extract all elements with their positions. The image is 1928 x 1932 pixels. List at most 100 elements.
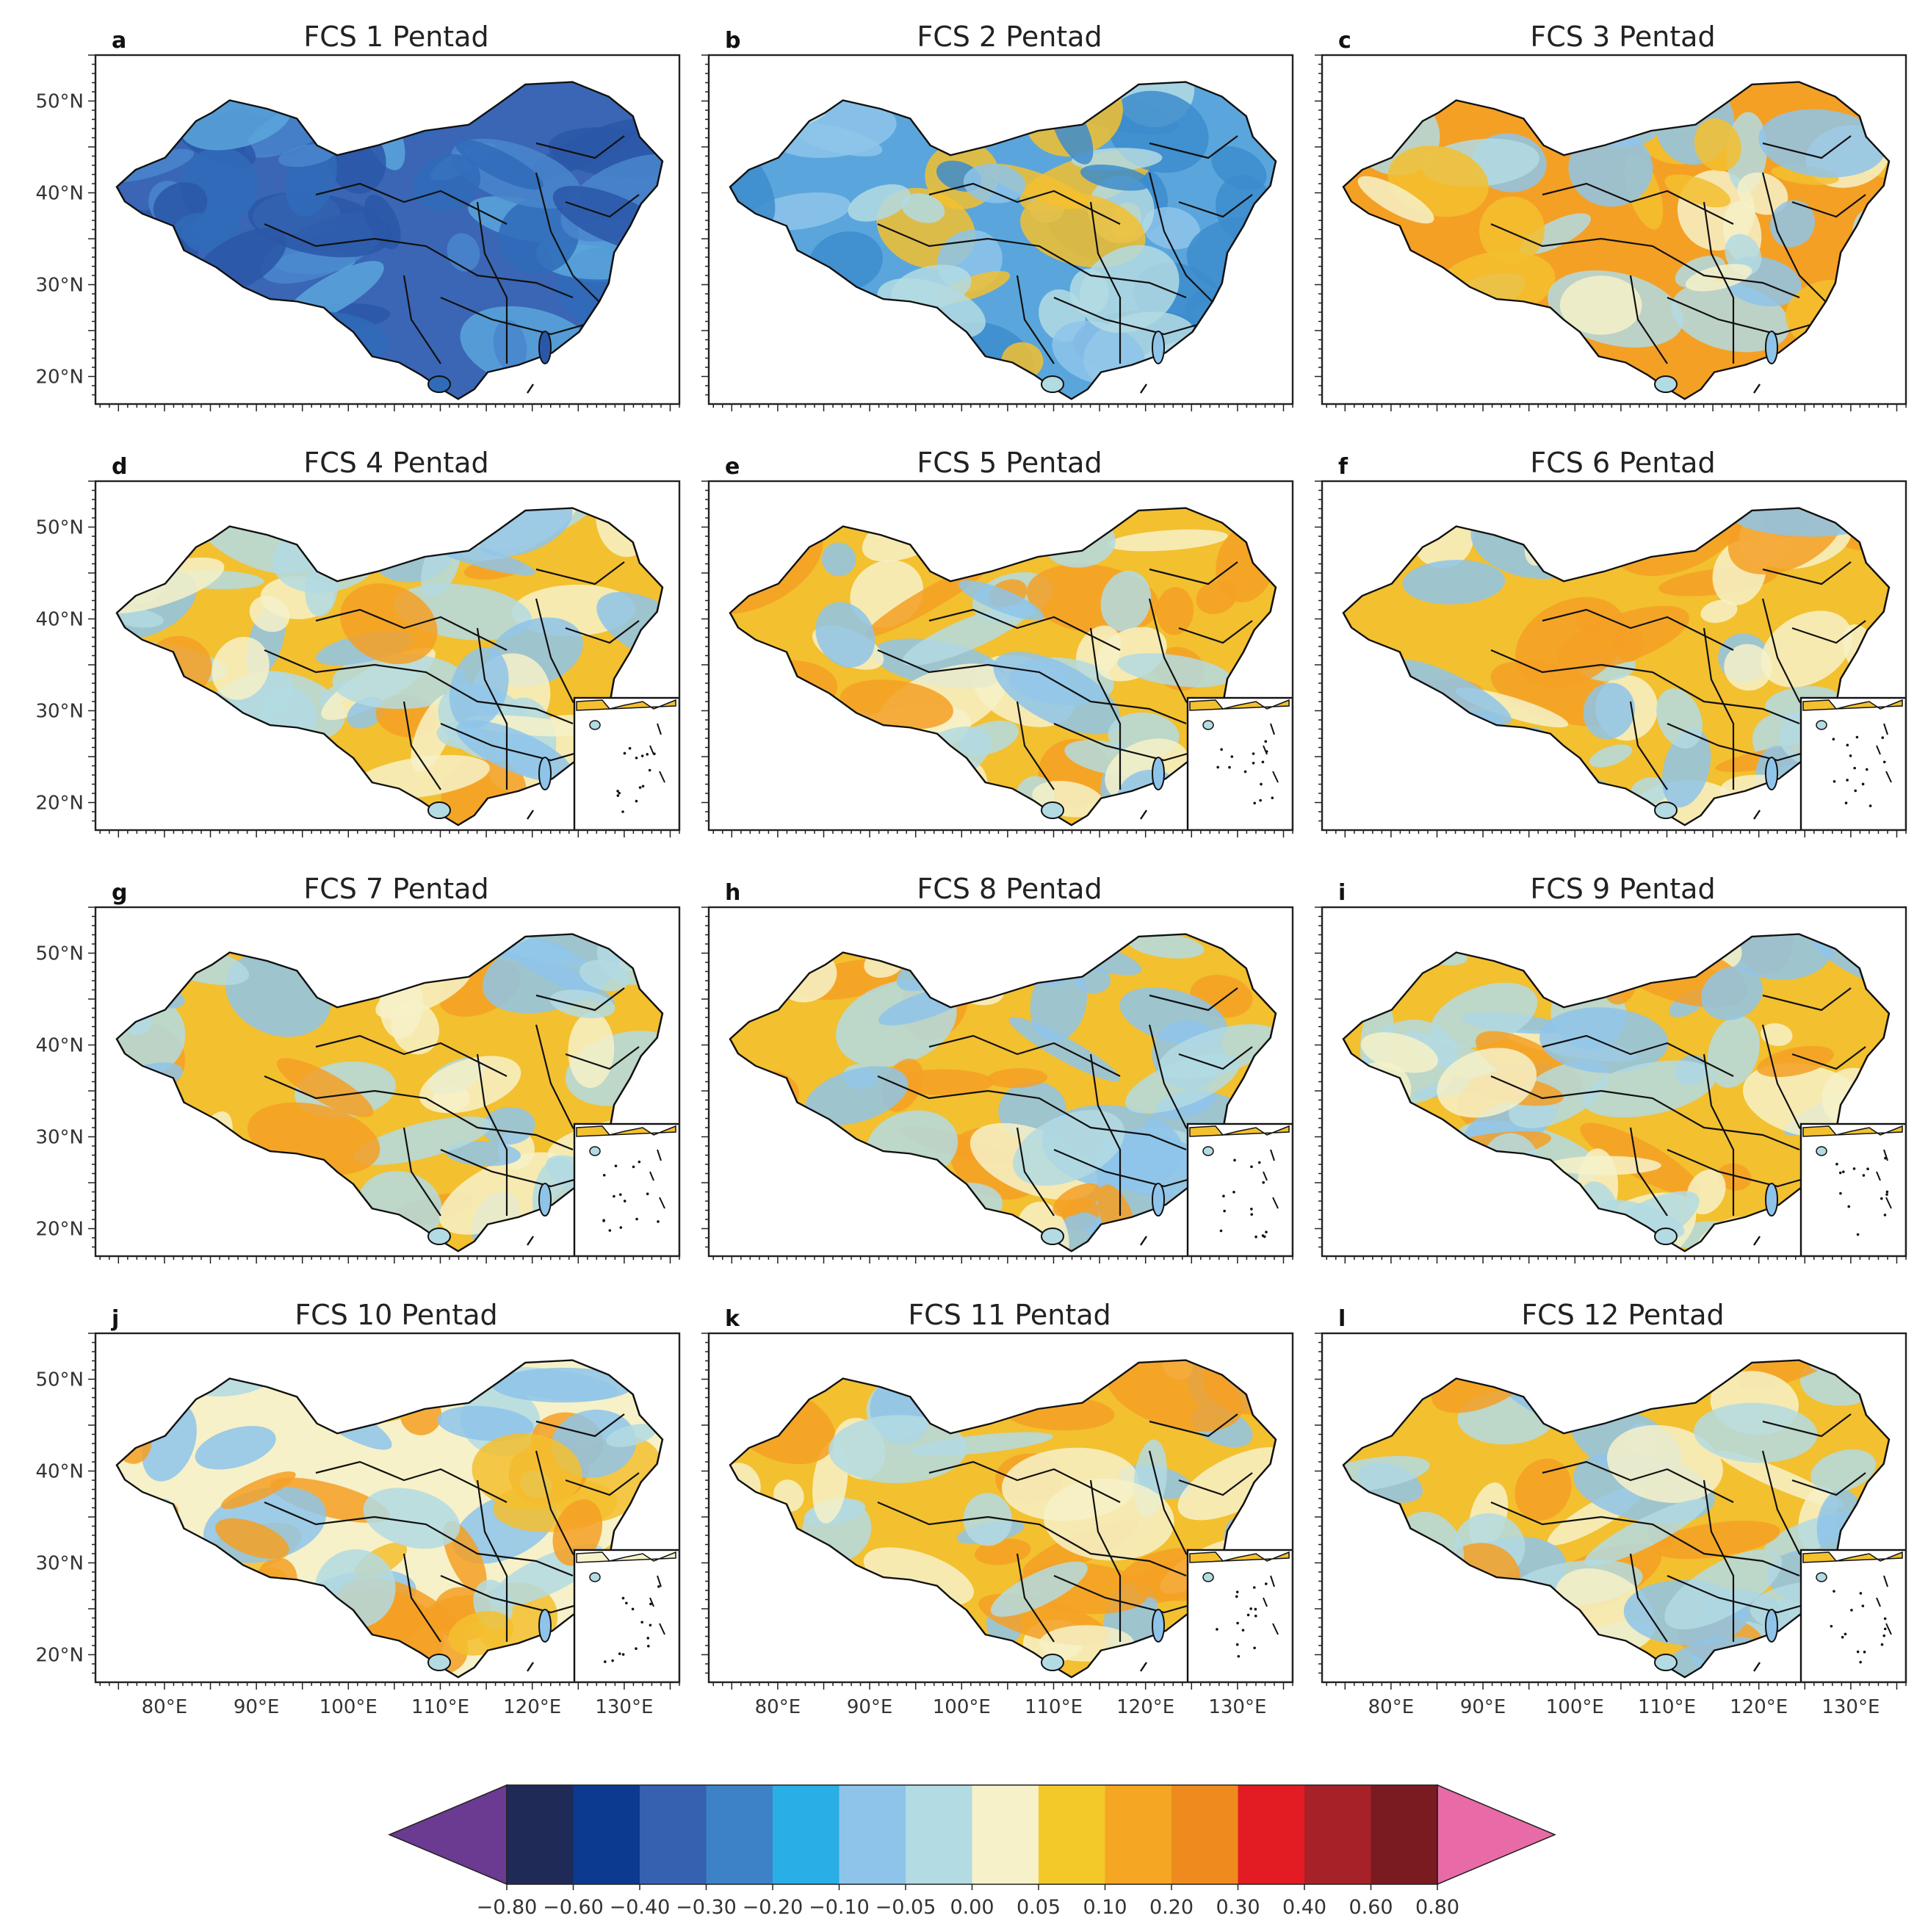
colorbar-tick-label: −0.60	[543, 1896, 604, 1919]
lon-tick-label: 130°E	[595, 1696, 653, 1718]
colorbar-segment	[1171, 1785, 1238, 1884]
colorbar-segment	[839, 1785, 906, 1884]
lon-tick-label: 120°E	[1116, 1696, 1174, 1718]
colorbar-tick-label: 0.05	[1017, 1896, 1061, 1919]
taiwan-island	[538, 1609, 552, 1643]
colorbar-tick-label: −0.20	[743, 1896, 804, 1919]
hainan-island	[427, 375, 451, 393]
hainan-island	[427, 1654, 451, 1671]
colorbar-segment	[1304, 1785, 1371, 1884]
tick-marks	[88, 1333, 680, 1690]
tick-marks	[1315, 480, 1907, 837]
tick-marks	[701, 54, 1293, 411]
lat-tick-label: 30°N	[35, 701, 84, 723]
colorbar-segment	[773, 1785, 840, 1884]
tick-marks	[1315, 1333, 1907, 1690]
province-boundaries	[877, 135, 1253, 364]
panel-title: FCS 2 Pentad	[917, 21, 1102, 53]
lat-tick-label: 30°N	[35, 1553, 84, 1575]
panel-letter: h	[725, 880, 740, 906]
province-boundaries	[264, 561, 640, 790]
hainan-island	[427, 801, 451, 819]
colorbar-tick-label: 0.30	[1216, 1896, 1260, 1919]
lon-tick-label: 100°E	[933, 1696, 991, 1718]
south-china-sea-inset	[1799, 1122, 1906, 1256]
lat-tick-label: 20°N	[35, 367, 84, 389]
south-china-sea-inset	[1799, 696, 1906, 830]
lon-tick-label: 120°E	[1730, 1696, 1788, 1718]
taiwan-island	[1765, 1609, 1778, 1643]
panel-title: FCS 8 Pentad	[917, 873, 1102, 905]
lat-tick-label: 20°N	[35, 1645, 84, 1667]
lon-tick-label: 130°E	[1822, 1696, 1880, 1718]
lon-tick-label: 80°E	[142, 1696, 188, 1718]
lat-tick-label: 30°N	[35, 1127, 84, 1149]
taiwan-island	[1152, 331, 1165, 364]
lat-tick-label: 40°N	[35, 1035, 84, 1057]
colorbar-tick-label: 0.00	[950, 1896, 994, 1919]
taiwan-island	[538, 757, 552, 790]
colorbar-tick-label: −0.80	[477, 1896, 538, 1919]
lat-tick-label: 20°N	[35, 793, 84, 815]
panel-letter: k	[725, 1306, 740, 1332]
hainan-island	[1041, 375, 1064, 393]
lon-tick-label: 100°E	[1546, 1696, 1604, 1718]
lon-tick-label: 100°E	[319, 1696, 378, 1718]
map-panel-e: FCS 5 Pentad e	[701, 447, 1294, 837]
colorbar-tick-label: −0.40	[610, 1896, 671, 1919]
south-china-sea-inset	[1186, 696, 1293, 830]
province-boundaries	[1490, 135, 1866, 364]
lon-tick-label: 90°E	[1460, 1696, 1506, 1718]
lat-tick-label: 40°N	[35, 609, 84, 631]
hainan-island	[427, 1228, 451, 1245]
colorbar-tick-label: 0.60	[1348, 1896, 1393, 1919]
colorbar-segment	[1238, 1785, 1305, 1884]
panel-letter: l	[1338, 1306, 1346, 1332]
map-panel-i: FCS 9 Pentad i	[1315, 873, 1907, 1264]
tick-marks	[88, 906, 680, 1264]
south-china-sea-inset	[1799, 1549, 1906, 1682]
panel-title: FCS 5 Pentad	[917, 447, 1102, 479]
hainan-island	[1041, 801, 1064, 819]
panel-letter: e	[725, 454, 740, 480]
tick-marks	[701, 906, 1293, 1264]
colorbar-segment	[1105, 1785, 1172, 1884]
panel-title: FCS 6 Pentad	[1530, 447, 1715, 479]
map-panel-l: FCS 12 Pentad l 80°E 90°E 100°E 110°E 120°E 130…	[1315, 1299, 1907, 1718]
colorbar-segment	[706, 1785, 773, 1884]
hainan-island	[1041, 1228, 1064, 1245]
province-boundaries	[264, 987, 640, 1216]
map-panel-c: FCS 3 Pentad c	[1315, 21, 1907, 411]
colorbar-segment	[507, 1785, 574, 1884]
tick-marks	[701, 1333, 1293, 1690]
south-china-sea-inset	[573, 1549, 679, 1682]
colorbar-segment	[1371, 1785, 1438, 1884]
lat-tick-label: 50°N	[35, 943, 84, 965]
colorbar-segment	[573, 1785, 640, 1884]
colorbar-segment	[1039, 1785, 1105, 1884]
lon-tick-label: 80°E	[1368, 1696, 1415, 1718]
map-panel-f: FCS 6 Pentad f	[1315, 447, 1907, 837]
map-panel-d: FCS 4 Pentad d 50°N 40°N 30°N 20°N	[35, 447, 681, 837]
panel-title: FCS 1 Pentad	[303, 21, 488, 53]
colorbar-tick-label: 0.80	[1415, 1896, 1459, 1919]
tick-marks	[88, 54, 680, 411]
panel-title: FCS 11 Pentad	[908, 1299, 1111, 1331]
colorbar-extend-low	[388, 1784, 508, 1886]
panel-letter: i	[1338, 880, 1346, 906]
lat-tick-label: 50°N	[35, 1369, 84, 1391]
panel-letter: b	[725, 28, 740, 54]
lon-tick-label: 130°E	[1208, 1696, 1266, 1718]
panel-title: FCS 9 Pentad	[1530, 873, 1715, 905]
lon-tick-label: 110°E	[1638, 1696, 1696, 1718]
map-panel-j: FCS 10 Pentad j 50°N 40°N 30°N 20°N 80°E 90°E 10…	[35, 1299, 681, 1718]
lon-tick-label: 110°E	[1025, 1696, 1083, 1718]
lat-tick-label: 40°N	[35, 1461, 84, 1483]
panel-letter: g	[112, 880, 127, 906]
map-panel-g: FCS 7 Pentad g 50°N 40°N 30°N 20°N	[35, 873, 681, 1264]
panel-letter: f	[1338, 454, 1348, 480]
colorbar-segment	[906, 1785, 972, 1884]
map-panel-a: FCS 1 Pentad a 50°N 40°N 30°N 20°N	[35, 21, 681, 411]
panel-title: FCS 12 Pentad	[1521, 1299, 1724, 1331]
